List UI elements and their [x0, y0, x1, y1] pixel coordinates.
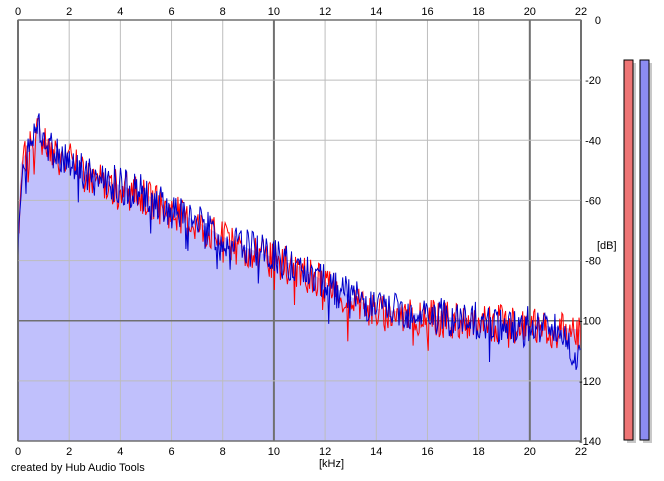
x-tick-label: 20 — [524, 446, 536, 458]
x-tick-label: 2 — [66, 6, 72, 18]
x-tick-label: 0 — [15, 6, 21, 18]
spectrum-fill-area — [18, 122, 581, 441]
axes: 002244668810101212141416161818202022220-… — [15, 6, 601, 458]
x-tick-label: 16 — [421, 446, 433, 458]
y-tick-label: -20 — [585, 75, 601, 87]
meter-right — [639, 59, 650, 441]
x-tick-label: 6 — [168, 446, 174, 458]
x-tick-label: 18 — [473, 6, 485, 18]
meter-left — [623, 59, 634, 441]
level-meters — [623, 59, 652, 443]
x-tick-label: 10 — [268, 446, 280, 458]
y-tick-label: -140 — [579, 436, 601, 448]
x-tick-label: 8 — [220, 6, 226, 18]
y-tick-label: -40 — [585, 135, 601, 147]
x-tick-label: 22 — [575, 446, 587, 458]
y-axis-label: [dB] — [597, 240, 617, 252]
y-tick-label: 0 — [595, 15, 601, 27]
credit-text: created by Hub Audio Tools — [11, 462, 145, 474]
series — [17, 113, 582, 370]
y-tick-label: -120 — [579, 376, 601, 388]
series-line-0 — [17, 116, 582, 352]
x-tick-label: 10 — [268, 6, 280, 18]
x-tick-label: 4 — [117, 6, 123, 18]
y-tick-label: -60 — [585, 195, 601, 207]
y-tick-label: -80 — [585, 256, 601, 268]
x-tick-label: 22 — [575, 6, 587, 18]
x-tick-label: 6 — [168, 6, 174, 18]
x-tick-label: 16 — [421, 6, 433, 18]
x-tick-label: 12 — [319, 6, 331, 18]
series-line-1 — [17, 113, 582, 370]
x-tick-label: 0 — [15, 446, 21, 458]
x-tick-label: 12 — [319, 446, 331, 458]
x-tick-label: 8 — [220, 446, 226, 458]
x-tick-label: 18 — [473, 446, 485, 458]
x-tick-label: 4 — [117, 446, 123, 458]
x-tick-label: 2 — [66, 446, 72, 458]
x-tick-label: 14 — [370, 6, 382, 18]
plot-area — [18, 20, 581, 441]
plot-border — [17, 19, 582, 442]
x-tick-label: 20 — [524, 6, 536, 18]
x-tick-label: 14 — [370, 446, 382, 458]
x-axis-label: [kHz] — [319, 458, 345, 470]
y-tick-label: -100 — [579, 316, 601, 328]
